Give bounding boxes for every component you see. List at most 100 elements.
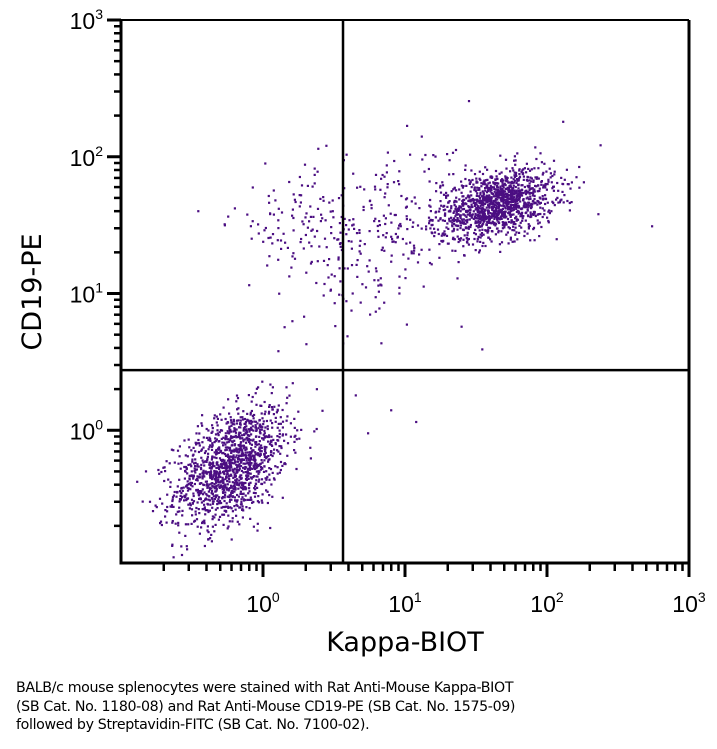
data-point [296, 429, 299, 432]
data-point [239, 419, 242, 422]
data-point [487, 236, 490, 239]
data-point [188, 502, 192, 505]
data-point [455, 219, 458, 222]
data-point [295, 438, 298, 441]
data-point [222, 461, 226, 464]
data-point [512, 169, 515, 172]
data-point [225, 475, 228, 479]
data-point [463, 198, 466, 201]
data-point [245, 430, 248, 433]
data-point [257, 470, 260, 473]
data-point [462, 213, 465, 216]
data-point [535, 185, 538, 188]
data-point [514, 201, 517, 204]
data-point [202, 461, 205, 464]
data-point [227, 514, 230, 517]
data-point [481, 203, 484, 206]
data-point [178, 445, 181, 448]
data-point [504, 207, 507, 210]
data-point [499, 216, 502, 219]
data-point [405, 215, 408, 218]
data-point [292, 193, 295, 196]
data-point [504, 184, 507, 187]
x-tick-exponent: 2 [556, 589, 564, 605]
data-point [429, 198, 432, 202]
data-point [271, 471, 274, 474]
data-point [220, 418, 223, 421]
data-point [179, 467, 182, 470]
data-point [244, 488, 247, 491]
data-point [163, 479, 166, 483]
data-point [257, 480, 260, 483]
data-point [366, 265, 369, 268]
data-point [316, 229, 319, 233]
data-point [194, 510, 197, 513]
data-point [338, 267, 341, 270]
data-point [450, 190, 453, 193]
data-point [442, 239, 445, 242]
data-point [250, 433, 253, 436]
data-point [279, 416, 282, 419]
data-point [523, 230, 526, 233]
data-point [469, 211, 472, 214]
data-point [269, 236, 272, 239]
data-point [274, 199, 277, 202]
data-point [234, 487, 237, 490]
data-point [520, 171, 523, 174]
data-point [263, 448, 266, 451]
data-point [264, 226, 267, 230]
data-point [468, 199, 471, 202]
data-point [549, 176, 552, 179]
data-point [217, 464, 220, 467]
data-point [285, 419, 288, 422]
data-point [321, 217, 324, 220]
data-point [294, 434, 297, 437]
data-point [238, 433, 241, 436]
data-point [242, 447, 245, 450]
data-point [500, 209, 503, 212]
data-point [514, 185, 517, 189]
data-point [551, 200, 554, 203]
data-point [243, 417, 246, 421]
data-point [300, 184, 304, 187]
data-point [235, 478, 238, 481]
data-point [451, 230, 454, 233]
data-point [387, 204, 390, 207]
data-point [291, 320, 294, 323]
data-point [213, 487, 216, 490]
data-point [205, 480, 208, 483]
data-point [189, 504, 192, 507]
data-point [245, 454, 248, 458]
data-point [535, 157, 538, 161]
data-point [178, 498, 182, 501]
data-point [211, 427, 214, 430]
data-point [249, 455, 252, 458]
data-point [386, 186, 389, 189]
data-point [454, 224, 457, 227]
data-point [487, 182, 490, 185]
data-point [226, 472, 229, 476]
data-point [220, 501, 223, 505]
data-point [383, 175, 386, 178]
data-point [204, 460, 207, 463]
data-point [475, 203, 478, 206]
data-point [436, 228, 440, 231]
data-point [466, 238, 469, 241]
data-point [267, 194, 270, 198]
data-point [292, 252, 295, 255]
data-point [246, 213, 249, 216]
data-point [229, 494, 232, 497]
data-point [162, 466, 165, 469]
data-point [237, 458, 240, 461]
data-point [433, 235, 436, 238]
data-point [158, 472, 161, 475]
data-point [172, 494, 175, 497]
data-point [521, 215, 524, 218]
data-point [299, 241, 302, 244]
data-point [431, 223, 434, 226]
data-point [378, 220, 381, 223]
data-point [509, 205, 512, 208]
data-point [248, 484, 251, 487]
data-point [200, 526, 203, 529]
data-point [267, 460, 270, 463]
